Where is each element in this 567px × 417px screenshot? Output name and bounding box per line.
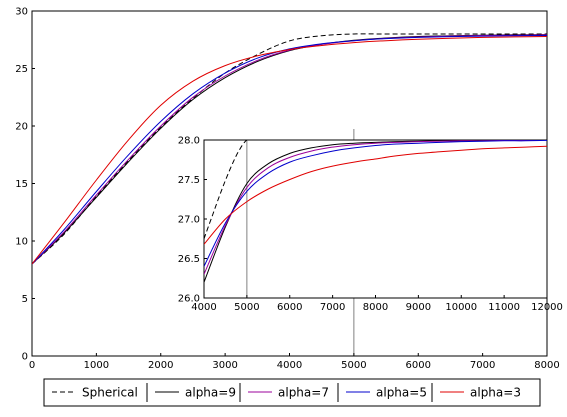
legend-items: Spherical alpha=9 alpha=7 alpha=5 alpha=3: [52, 383, 521, 402]
inset-plot: 4000 5000 6000 7000 8000 9000 10000 11000 12000 …: [178, 136, 563, 314]
inset-x-axis: 4000 5000 6000 7000 8000 9000 10000 11000 12000: [191, 295, 563, 313]
inset-x-tick-label: 9000: [406, 302, 431, 313]
main-x-tick-label: 8000: [534, 360, 559, 371]
main-y-tick-label: 15: [15, 179, 28, 190]
inset-x-tick-label: 6000: [277, 302, 302, 313]
main-series-alpha-5: [32, 35, 547, 265]
inset-x-tick-label: 11000: [488, 302, 520, 313]
legend: Spherical alpha=9 alpha=7 alpha=5 alpha=3: [43, 378, 541, 407]
inset-x-tick-label: 4000: [191, 302, 216, 313]
main-x-tick-label: 5000: [341, 360, 366, 371]
main-x-tick-label: 0: [29, 360, 35, 371]
inset-x-tick-label: 12000: [531, 302, 563, 313]
inset-series-spherical: [204, 140, 256, 239]
main-x-tick-label: 2000: [148, 360, 173, 371]
main-x-tick-label: 7000: [470, 360, 495, 371]
main-series-group: [32, 33, 547, 265]
main-x-axis: 0 1000 2000 3000 4000 5000 6000 7000 8000: [29, 353, 560, 371]
main-x-tick-label: 3000: [212, 360, 237, 371]
main-y-tick-label: 5: [22, 294, 28, 305]
inset-series-alpha-5: [204, 140, 547, 267]
main-y-tick-label: 25: [15, 64, 28, 75]
inset-y-tick-label: 26.0: [178, 294, 200, 305]
inset-x-tick-label: 5000: [234, 302, 259, 313]
inset-series-group: [204, 140, 547, 283]
inset-y-tick-label: 27.0: [178, 215, 200, 226]
main-y-tick-label: 10: [15, 237, 28, 248]
main-y-tick-label: 20: [15, 122, 28, 133]
main-series-alpha-3: [32, 36, 547, 265]
inset-x-tick-label: 7000: [320, 302, 345, 313]
main-y-tick-label: 0: [22, 352, 28, 363]
inset-y-tick-label: 28.0: [178, 136, 200, 147]
inset-y-tick-label: 26.5: [178, 254, 200, 265]
main-x-tick-label: 6000: [406, 360, 431, 371]
inset-series-alpha-3: [204, 145, 547, 245]
legend-label-alpha-5: alpha=5: [376, 386, 427, 400]
main-series-spherical: [32, 33, 547, 265]
inset-y-axis: 26.0 26.5 27.0 27.5 28.0: [178, 136, 207, 305]
legend-label-alpha-3: alpha=3: [470, 386, 521, 400]
main-series-alpha-7: [32, 34, 547, 265]
legend-label-alpha-7: alpha=7: [278, 386, 329, 400]
inset-x-tick-label: 10000: [445, 302, 477, 313]
main-y-axis: 0 5 10 15 20 25 30: [15, 7, 35, 363]
legend-label-alpha-9: alpha=9: [185, 386, 236, 400]
main-x-tick-label: 1000: [84, 360, 109, 371]
inset-y-tick-label: 27.5: [178, 175, 200, 186]
inset-x-tick-label: 8000: [363, 302, 388, 313]
legend-label-spherical: Spherical: [82, 386, 138, 400]
main-x-tick-label: 4000: [277, 360, 302, 371]
inset-plot-frame: [203, 139, 548, 299]
main-y-tick-label: 30: [15, 7, 28, 18]
